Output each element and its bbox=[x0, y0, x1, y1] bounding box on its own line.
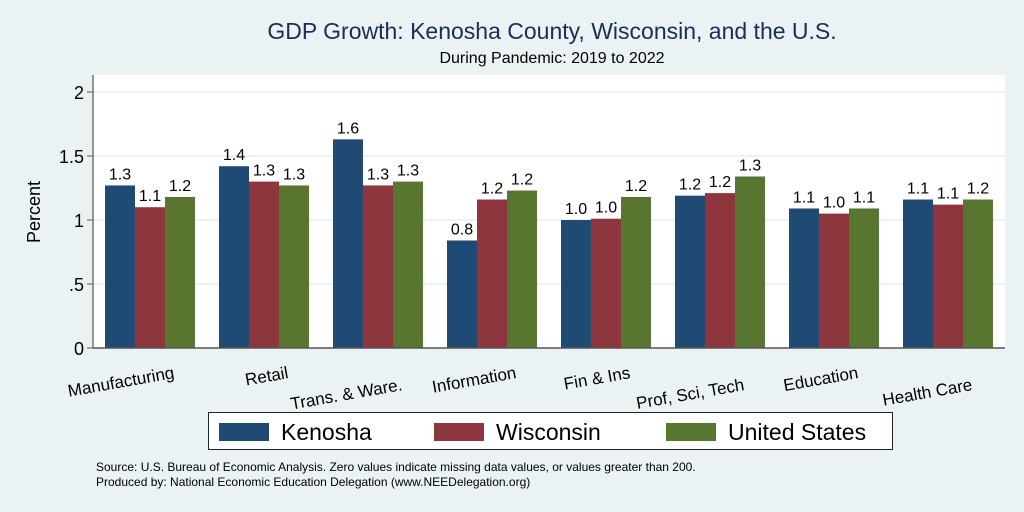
data-label: 1.1 bbox=[139, 188, 161, 205]
y-tick-label: 1 bbox=[74, 211, 84, 231]
legend-item: United States bbox=[666, 418, 866, 446]
y-tick-label: 1.5 bbox=[59, 147, 84, 167]
bar-united-states bbox=[393, 181, 423, 348]
bar-kenosha bbox=[675, 195, 705, 348]
bar-united-states bbox=[507, 190, 537, 348]
bar-united-states bbox=[963, 199, 993, 348]
bar-united-states bbox=[735, 176, 765, 348]
data-label: 1.3 bbox=[109, 166, 131, 183]
data-label: 1.0 bbox=[595, 200, 617, 217]
bar-kenosha bbox=[333, 139, 363, 348]
legend-swatch bbox=[666, 423, 716, 441]
legend-item: Kenosha bbox=[219, 418, 372, 446]
data-label: 1.3 bbox=[397, 163, 419, 180]
x-tick-label: Retail bbox=[244, 363, 290, 389]
x-tick-label: Fin & Ins bbox=[562, 363, 631, 393]
x-tick-label: Education bbox=[782, 363, 860, 395]
x-tick-label: Manufacturing bbox=[66, 363, 175, 400]
bar-wisconsin bbox=[591, 218, 621, 348]
y-tick-label: 0 bbox=[74, 339, 84, 359]
data-label: 1.3 bbox=[367, 166, 389, 183]
bar-united-states bbox=[621, 196, 651, 348]
data-label: 1.2 bbox=[481, 181, 503, 198]
data-label: 1.1 bbox=[937, 186, 959, 203]
data-label: 1.1 bbox=[853, 189, 875, 206]
data-label: 1.2 bbox=[679, 177, 701, 194]
data-label: 1.2 bbox=[511, 172, 533, 189]
chart-title: GDP Growth: Kenosha County, Wisconsin, a… bbox=[267, 18, 837, 44]
bar-kenosha bbox=[447, 240, 477, 348]
bar-wisconsin bbox=[249, 181, 279, 348]
x-tick-label: Health Care bbox=[881, 375, 974, 409]
y-axis-label: Percent bbox=[24, 181, 44, 243]
data-label: 1.2 bbox=[967, 181, 989, 198]
bar-kenosha bbox=[219, 166, 249, 348]
legend-label: United States bbox=[728, 418, 867, 445]
bar-united-states bbox=[849, 208, 879, 348]
data-label: 1.2 bbox=[625, 178, 647, 195]
bar-united-states bbox=[165, 196, 195, 348]
bar-united-states bbox=[279, 185, 309, 348]
legend-swatch bbox=[434, 423, 484, 441]
data-label: 1.0 bbox=[565, 201, 587, 218]
data-label: 1.3 bbox=[253, 163, 275, 180]
data-label: 1.3 bbox=[739, 157, 761, 174]
legend-label: Kenosha bbox=[281, 418, 372, 445]
bar-kenosha bbox=[789, 208, 819, 348]
bar-wisconsin bbox=[933, 204, 963, 348]
legend-swatch bbox=[219, 423, 269, 441]
bar-wisconsin bbox=[477, 199, 507, 348]
data-label: 1.0 bbox=[823, 195, 845, 212]
produced-by-note: Produced by: National Economic Education… bbox=[96, 475, 531, 489]
legend: Kenosha Wisconsin United States bbox=[208, 412, 893, 450]
data-label: 1.3 bbox=[283, 166, 305, 183]
x-tick-label: Trans. & Ware. bbox=[289, 375, 404, 413]
data-label: 1.2 bbox=[169, 178, 191, 195]
x-tick-label: Prof, Sci, Tech bbox=[635, 375, 746, 413]
data-label: 1.2 bbox=[709, 174, 731, 191]
bar-kenosha bbox=[105, 185, 135, 348]
y-tick-label: 2 bbox=[74, 83, 84, 103]
x-tick-label: Information bbox=[431, 363, 518, 396]
legend-item: Wisconsin bbox=[434, 418, 601, 446]
data-label: 1.1 bbox=[793, 189, 815, 206]
bar-kenosha bbox=[903, 199, 933, 348]
source-note: Source: U.S. Bureau of Economic Analysis… bbox=[96, 460, 696, 474]
chart-subtitle: During Pandemic: 2019 to 2022 bbox=[439, 50, 665, 67]
data-label: 1.6 bbox=[337, 120, 359, 137]
bar-wisconsin bbox=[363, 185, 393, 348]
footer: Source: U.S. Bureau of Economic Analysis… bbox=[96, 460, 696, 490]
bar-wisconsin bbox=[135, 207, 165, 348]
y-tick-label: .5 bbox=[69, 275, 84, 295]
data-label: 1.4 bbox=[223, 147, 245, 164]
bar-wisconsin bbox=[705, 193, 735, 348]
bar-wisconsin bbox=[819, 213, 849, 348]
bar-kenosha bbox=[561, 220, 591, 348]
legend-label: Wisconsin bbox=[496, 418, 601, 445]
data-label: 1.1 bbox=[907, 181, 929, 198]
data-label: 0.8 bbox=[451, 221, 473, 238]
